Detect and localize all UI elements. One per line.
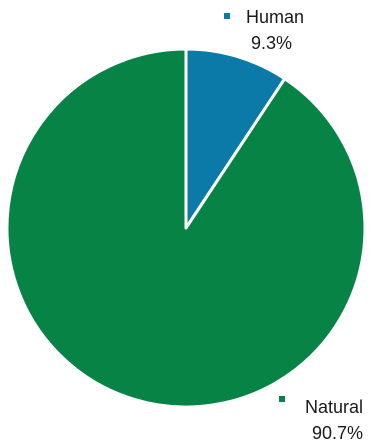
slice-name-natural: Natural bbox=[305, 397, 363, 417]
pie-slice-human bbox=[184, 47, 287, 230]
label-human: Human 9.3% bbox=[224, 7, 304, 53]
slice-name-human: Human bbox=[246, 7, 304, 27]
slice-value-natural: 90.7% bbox=[312, 423, 363, 443]
pie-slices bbox=[5, 47, 367, 409]
legend-marker-human bbox=[224, 13, 230, 19]
slice-value-human: 9.3% bbox=[251, 33, 292, 53]
pie-slice-natural bbox=[5, 47, 367, 409]
legend-marker-natural bbox=[279, 396, 285, 402]
label-natural: Natural 90.7% bbox=[279, 396, 363, 443]
